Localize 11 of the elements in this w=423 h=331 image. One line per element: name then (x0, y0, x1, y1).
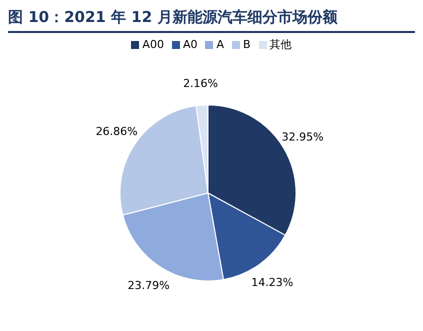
data-label: 26.86% (96, 125, 138, 138)
legend-label: A (215, 37, 224, 52)
data-label: 23.79% (128, 279, 170, 292)
data-label: 14.23% (251, 276, 294, 289)
legend-label: 其他 (268, 37, 292, 52)
data-label: 2.16% (183, 76, 218, 90)
chart-title: 图 10：2021 年 12 月新能源汽车细分市场份额 (8, 8, 415, 33)
data-label: 32.95% (282, 130, 324, 144)
legend-label: A0 (182, 37, 198, 52)
legend-label: B (242, 37, 251, 52)
legend-label: A00 (141, 37, 164, 52)
